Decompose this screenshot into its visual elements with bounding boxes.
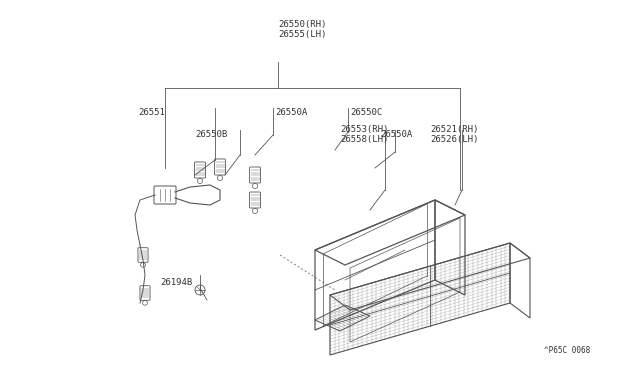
- Text: 26521(RH)
26526(LH): 26521(RH) 26526(LH): [430, 125, 478, 144]
- Text: 26550A: 26550A: [380, 130, 412, 139]
- Text: 26550(RH)
26555(LH): 26550(RH) 26555(LH): [278, 20, 326, 39]
- Text: 26553(RH)
26558(LH): 26553(RH) 26558(LH): [340, 125, 388, 144]
- Text: 26550A: 26550A: [275, 108, 307, 117]
- Text: 26550C: 26550C: [350, 108, 382, 117]
- Text: 26194B: 26194B: [160, 278, 192, 287]
- Text: ^P65C 0068: ^P65C 0068: [544, 346, 590, 355]
- Text: 26550B: 26550B: [195, 130, 227, 139]
- Text: 26551: 26551: [138, 108, 165, 117]
